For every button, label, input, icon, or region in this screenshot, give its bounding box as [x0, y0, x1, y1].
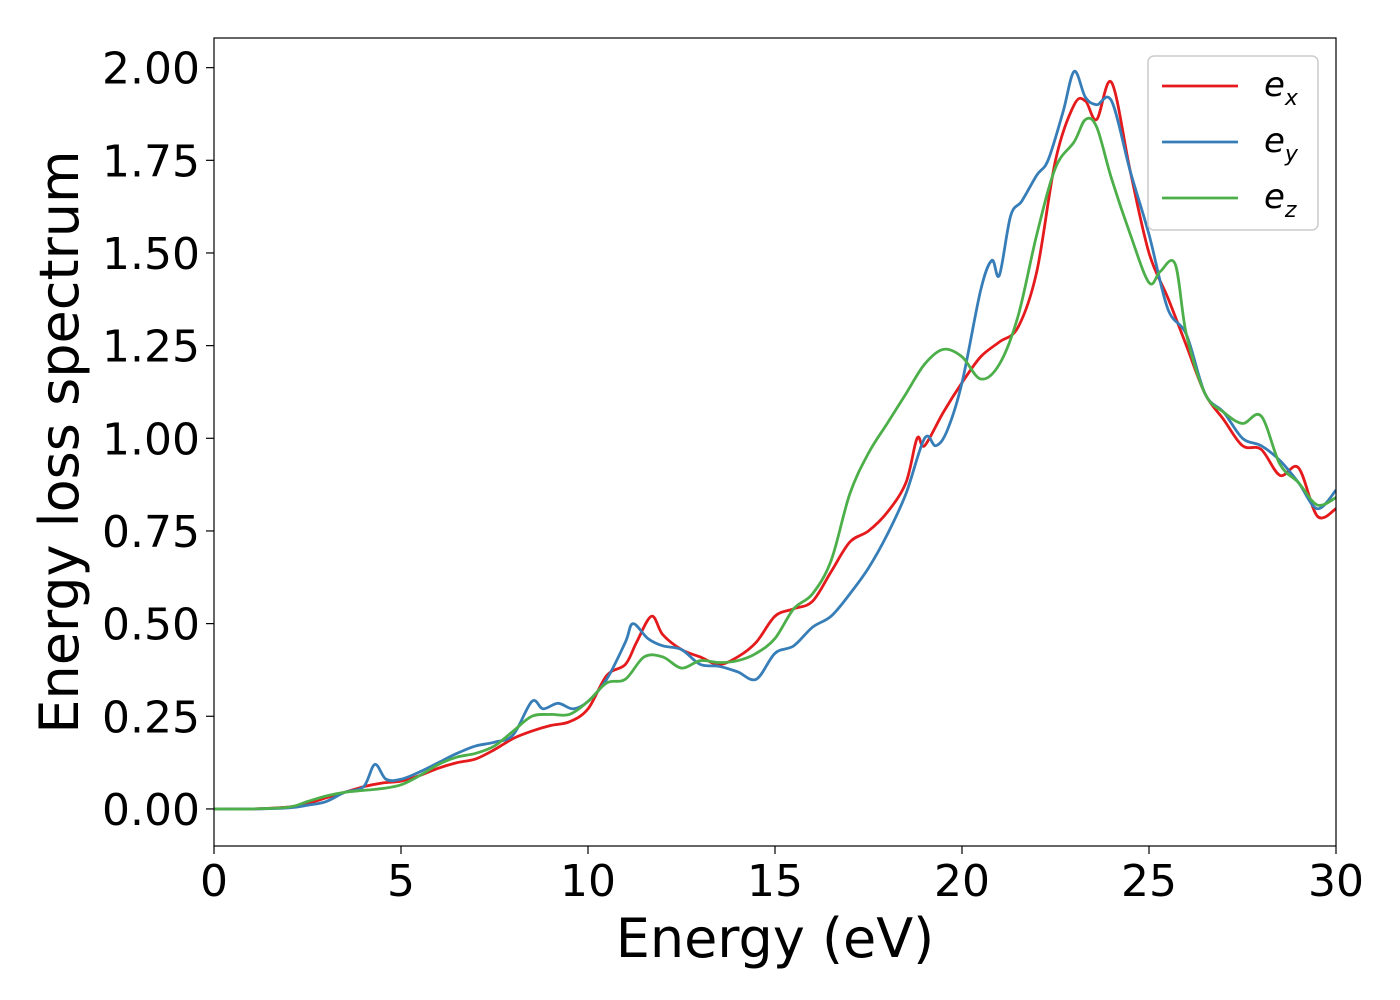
y-tick-label: 0.00: [102, 785, 200, 836]
series-line-ey: [214, 69, 1336, 811]
x-tick-label: 20: [934, 856, 990, 907]
y-tick-label: 1.25: [102, 322, 200, 373]
series-line-ez: [214, 116, 1336, 811]
legend-label-subscript: x: [1284, 86, 1299, 111]
legend-label-base: e: [1264, 65, 1285, 105]
y-tick-label: 0.50: [102, 600, 200, 651]
legend-label-ez: ez: [1264, 177, 1297, 223]
legend-label-subscript: z: [1284, 198, 1297, 223]
series-line-ex: [214, 80, 1336, 811]
y-axis: 0.00 0.25 0.50 0.75 1.00 1.25 1.50 1.75 2.00: [102, 44, 214, 836]
series-layer: [214, 69, 1336, 811]
y-tick-label: 1.00: [102, 414, 200, 465]
legend-label-ey: ey: [1264, 121, 1299, 167]
y-tick-label: 0.75: [102, 507, 200, 558]
x-tick-label: 0: [200, 856, 228, 907]
legend-label-base: e: [1264, 177, 1285, 217]
y-axis-label: Energy loss spectrum: [28, 150, 91, 733]
x-tick-label: 5: [387, 856, 415, 907]
legend-label-subscript: y: [1284, 142, 1299, 167]
y-tick-label: 0.25: [102, 692, 200, 743]
x-axis-label: Energy (eV): [616, 907, 935, 970]
x-tick-label: 30: [1308, 856, 1364, 907]
x-tick-label: 15: [747, 856, 803, 907]
y-tick-label: 1.75: [102, 136, 200, 187]
y-tick-label: 1.50: [102, 229, 200, 280]
x-axis: 0 5 10 15 20 25 30: [200, 846, 1364, 907]
y-tick-label: 2.00: [102, 44, 200, 95]
legend-label-ex: ex: [1264, 65, 1299, 111]
legend-label-base: e: [1264, 121, 1285, 161]
x-tick-label: 25: [1121, 856, 1177, 907]
x-tick-label: 10: [560, 856, 616, 907]
